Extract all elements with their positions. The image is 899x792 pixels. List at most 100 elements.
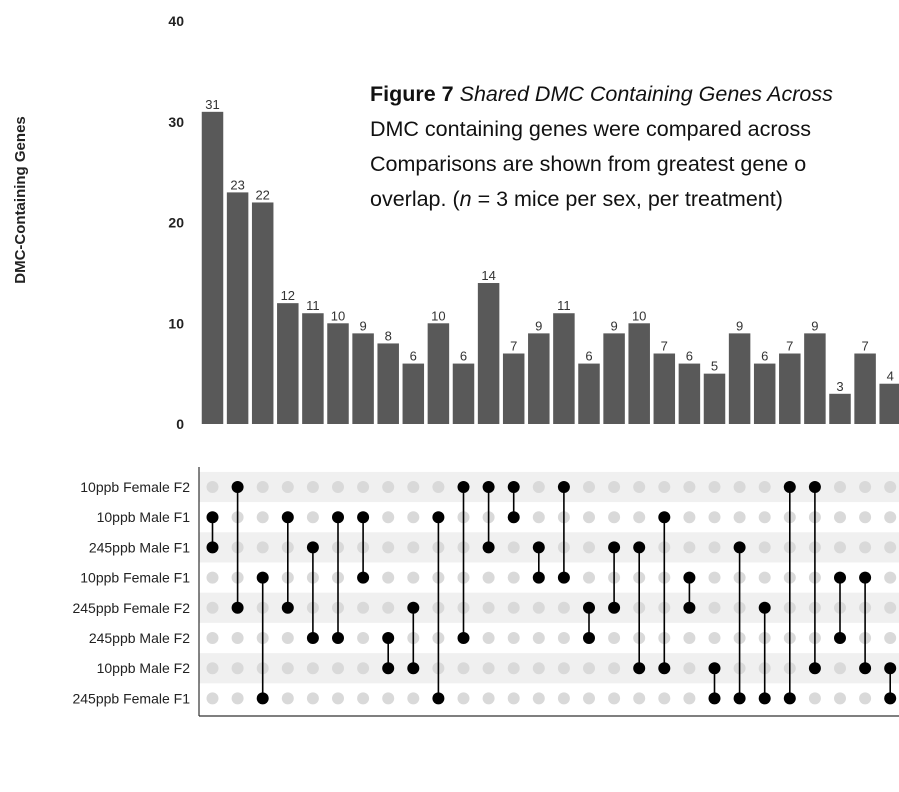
set-label: 245ppb Male F1 [89,539,190,555]
matrix-dot-on [557,571,570,584]
matrix-dot-off [608,632,621,644]
y-tick-label: 40 [168,13,184,29]
matrix-dot-on [332,511,344,524]
matrix-dot-off [583,511,595,524]
matrix-dot-on [231,481,244,493]
bar [502,353,525,424]
matrix-dot-on [206,541,219,554]
bar-value-label: 31 [205,97,219,112]
matrix-dot-on [859,662,872,675]
caption-line-1: Figure 7 Shared DMC Containing Genes Acr… [370,77,899,112]
bar [277,303,299,424]
matrix-dot-off [206,601,219,614]
bar-value-label: 14 [481,268,495,283]
bar [703,373,726,424]
matrix-dot-off [557,662,570,675]
matrix-dot-off [206,571,219,584]
set-label: 10ppb Male F1 [97,509,191,525]
matrix-dot-off [306,511,319,524]
matrix-dot-on [633,662,646,675]
matrix-dot-off [532,632,545,644]
matrix-dot-on [231,601,244,614]
matrix-dot-off [382,541,395,554]
bar [427,323,450,424]
matrix-dot-off [457,692,470,705]
bar-value-label: 5 [711,359,718,374]
bar [854,353,876,424]
set-labels: 10ppb Female F2 10ppb Male F1 245ppb Male … [72,479,190,706]
matrix-dot-off [683,511,696,524]
matrix-dot-on [859,571,872,584]
matrix-dot-off [583,662,595,675]
y-tick-label: 30 [168,114,184,130]
bar-value-label: 9 [535,318,542,333]
bar-value-label: 10 [632,308,646,323]
matrix-dot-off [583,571,595,584]
matrix-dot-off [281,662,294,675]
matrix-dot-on [532,571,545,584]
matrix-dot-off [407,571,420,584]
matrix-dot-off [532,511,545,524]
bar-value-label: 6 [410,349,417,364]
matrix-dot-on [658,662,671,675]
matrix-dot-off [683,541,696,554]
y-tick-label: 20 [168,215,184,231]
bars [201,111,899,424]
matrix-dot-on [281,601,294,614]
bar [653,353,676,424]
matrix-dot-off [281,481,294,493]
set-label: 245ppb Male F2 [89,630,190,646]
set-label: 245ppb Female F1 [72,690,190,706]
matrix-dot-off [733,511,746,524]
matrix-dot-off [306,662,319,675]
bar [804,333,826,424]
matrix-dot-off [507,571,520,584]
matrix-dot-off [407,692,420,705]
matrix-dot-on [683,571,696,584]
bar [553,313,575,424]
matrix-dot-on [708,662,721,675]
bar [201,111,224,424]
matrix-dot-off [357,692,370,705]
matrix-dot-on [482,481,495,493]
matrix-dot-off [507,632,520,644]
matrix-dot-off [482,601,495,614]
bar-value-label: 6 [460,349,467,364]
matrix-dot-off [382,511,395,524]
matrix-dot-off [708,481,721,493]
bar [377,343,399,424]
matrix-dot-off [432,481,445,493]
matrix-dot-on [658,511,671,524]
bar-value-labels: 31 23 22 12 11 10 9 8 6 10 6 14 7 9 11 6 9 10 7 6 5 9 6 7 9 3 7 4 [205,97,894,394]
matrix-dot-off [808,692,821,705]
bar-value-label: 23 [230,177,244,192]
matrix-dot-on [884,662,897,675]
matrix-dot-off [557,601,570,614]
matrix-dot-on [306,541,319,554]
matrix-dot-off [683,662,696,675]
matrix-dot-on [708,692,721,705]
matrix-dot-on [507,481,520,493]
matrix-dot-off [733,481,746,493]
set-label: 10ppb Male F2 [97,660,191,676]
matrix-dot-off [557,632,570,644]
bar [578,363,600,424]
matrix-dot-off [231,662,244,675]
matrix-dot-on [256,571,269,584]
matrix-dot-off [708,571,721,584]
matrix-dot-off [884,511,897,524]
matrix-dot-off [281,692,294,705]
matrix-dot-on [457,481,470,493]
matrix-dot-off [532,662,545,675]
matrix-dot-on [608,541,621,554]
matrix-dot-on [583,601,595,614]
bar [879,383,899,424]
matrix-dot-off [231,632,244,644]
matrix-dot-off [507,541,520,554]
bar [829,393,851,424]
matrix-dot-off [206,481,219,493]
matrix-dot-on [281,511,294,524]
matrix-dot-off [633,481,646,493]
matrix-dot-on [306,632,319,644]
